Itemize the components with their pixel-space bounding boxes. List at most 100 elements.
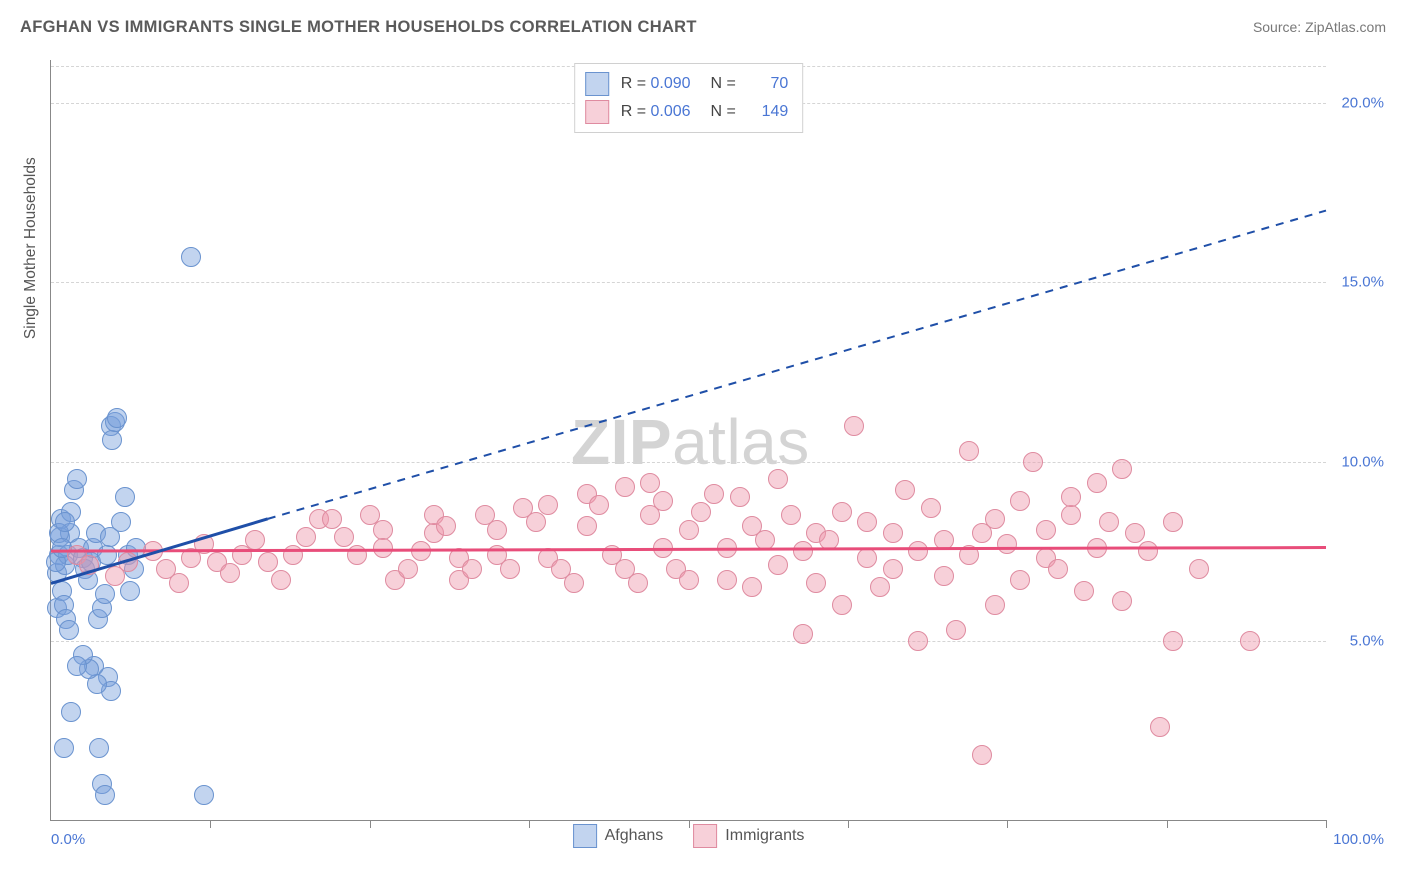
data-point-immigrants <box>1240 631 1260 651</box>
data-point-afghans <box>115 487 135 507</box>
legend-stats-row-1: R = 0.090 N = 70 <box>585 70 789 98</box>
data-point-immigrants <box>398 559 418 579</box>
ytick-label: 5.0% <box>1332 632 1384 649</box>
xtick <box>848 820 849 828</box>
swatch-immigrants-icon <box>585 100 609 124</box>
data-point-immigrants <box>946 620 966 640</box>
data-point-immigrants <box>691 502 711 522</box>
data-point-immigrants <box>1163 512 1183 532</box>
chart-title: AFGHAN VS IMMIGRANTS SINGLE MOTHER HOUSE… <box>20 18 697 37</box>
legend-stats: R = 0.090 N = 70 R = 0.006 N = 149 <box>574 63 804 133</box>
data-point-immigrants <box>985 509 1005 529</box>
chart-source: Source: ZipAtlas.com <box>1253 19 1386 35</box>
data-point-immigrants <box>487 520 507 540</box>
data-point-immigrants <box>742 577 762 597</box>
watermark: ZIPatlas <box>571 405 810 479</box>
data-point-afghans <box>111 512 131 532</box>
data-point-afghans <box>61 702 81 722</box>
gridline <box>51 641 1326 642</box>
data-point-immigrants <box>985 595 1005 615</box>
data-point-afghans <box>89 738 109 758</box>
data-point-afghans <box>54 738 74 758</box>
xtick <box>210 820 211 828</box>
xtick <box>1326 820 1327 828</box>
data-point-immigrants <box>1099 512 1119 532</box>
data-point-immigrants <box>934 530 954 550</box>
ytick-label: 10.0% <box>1332 453 1384 470</box>
data-point-immigrants <box>296 527 316 547</box>
data-point-afghans <box>194 785 214 805</box>
xtick-label: 100.0% <box>1333 831 1384 848</box>
data-point-immigrants <box>436 516 456 536</box>
data-point-immigrants <box>628 573 648 593</box>
data-point-immigrants <box>1150 717 1170 737</box>
y-axis-label: Single Mother Households <box>22 157 40 339</box>
data-point-immigrants <box>245 530 265 550</box>
data-point-immigrants <box>1125 523 1145 543</box>
gridline <box>51 462 1326 463</box>
data-point-immigrants <box>1163 631 1183 651</box>
data-point-immigrants <box>1010 491 1030 511</box>
data-point-immigrants <box>1112 591 1132 611</box>
data-point-immigrants <box>1074 581 1094 601</box>
data-point-immigrants <box>1138 541 1158 561</box>
data-point-immigrants <box>959 545 979 565</box>
data-point-immigrants <box>883 559 903 579</box>
swatch-afghans-icon <box>585 72 609 96</box>
data-point-immigrants <box>169 573 189 593</box>
data-point-immigrants <box>283 545 303 565</box>
data-point-afghans <box>107 408 127 428</box>
data-point-immigrants <box>679 520 699 540</box>
data-point-immigrants <box>1010 570 1030 590</box>
data-point-immigrants <box>615 477 635 497</box>
ytick-label: 15.0% <box>1332 274 1384 291</box>
data-point-immigrants <box>781 505 801 525</box>
data-point-immigrants <box>118 552 138 572</box>
data-point-immigrants <box>589 495 609 515</box>
data-point-immigrants <box>1048 559 1068 579</box>
xtick-label: 0.0% <box>51 831 85 848</box>
data-point-immigrants <box>806 573 826 593</box>
data-point-immigrants <box>819 530 839 550</box>
data-point-immigrants <box>271 570 291 590</box>
data-point-immigrants <box>730 487 750 507</box>
data-point-immigrants <box>832 502 852 522</box>
data-point-immigrants <box>1112 459 1132 479</box>
data-point-afghans <box>67 469 87 489</box>
data-point-immigrants <box>194 534 214 554</box>
data-point-immigrants <box>883 523 903 543</box>
data-point-immigrants <box>577 516 597 536</box>
data-point-immigrants <box>1087 473 1107 493</box>
data-point-immigrants <box>1061 505 1081 525</box>
data-point-immigrants <box>844 416 864 436</box>
xtick <box>529 820 530 828</box>
data-point-immigrants <box>564 573 584 593</box>
data-point-immigrants <box>934 566 954 586</box>
data-point-immigrants <box>679 570 699 590</box>
ytick-label: 20.0% <box>1332 95 1384 112</box>
data-point-immigrants <box>462 559 482 579</box>
data-point-immigrants <box>921 498 941 518</box>
legend-item-immigrants: Immigrants <box>693 824 804 848</box>
data-point-immigrants <box>857 512 877 532</box>
data-point-afghans <box>120 581 140 601</box>
data-point-immigrants <box>1061 487 1081 507</box>
data-point-afghans <box>97 545 117 565</box>
xtick <box>370 820 371 828</box>
data-point-immigrants <box>972 745 992 765</box>
data-point-immigrants <box>768 469 788 489</box>
data-point-immigrants <box>653 538 673 558</box>
data-point-immigrants <box>895 480 915 500</box>
gridline <box>51 282 1326 283</box>
data-point-immigrants <box>717 570 737 590</box>
data-point-immigrants <box>347 545 367 565</box>
data-point-immigrants <box>1189 559 1209 579</box>
swatch-immigrants-icon <box>693 824 717 848</box>
data-point-immigrants <box>1023 452 1043 472</box>
data-point-immigrants <box>857 548 877 568</box>
legend-stats-row-2: R = 0.006 N = 149 <box>585 98 789 126</box>
data-point-immigrants <box>755 530 775 550</box>
data-point-immigrants <box>870 577 890 597</box>
data-point-immigrants <box>908 541 928 561</box>
data-point-afghans <box>59 620 79 640</box>
